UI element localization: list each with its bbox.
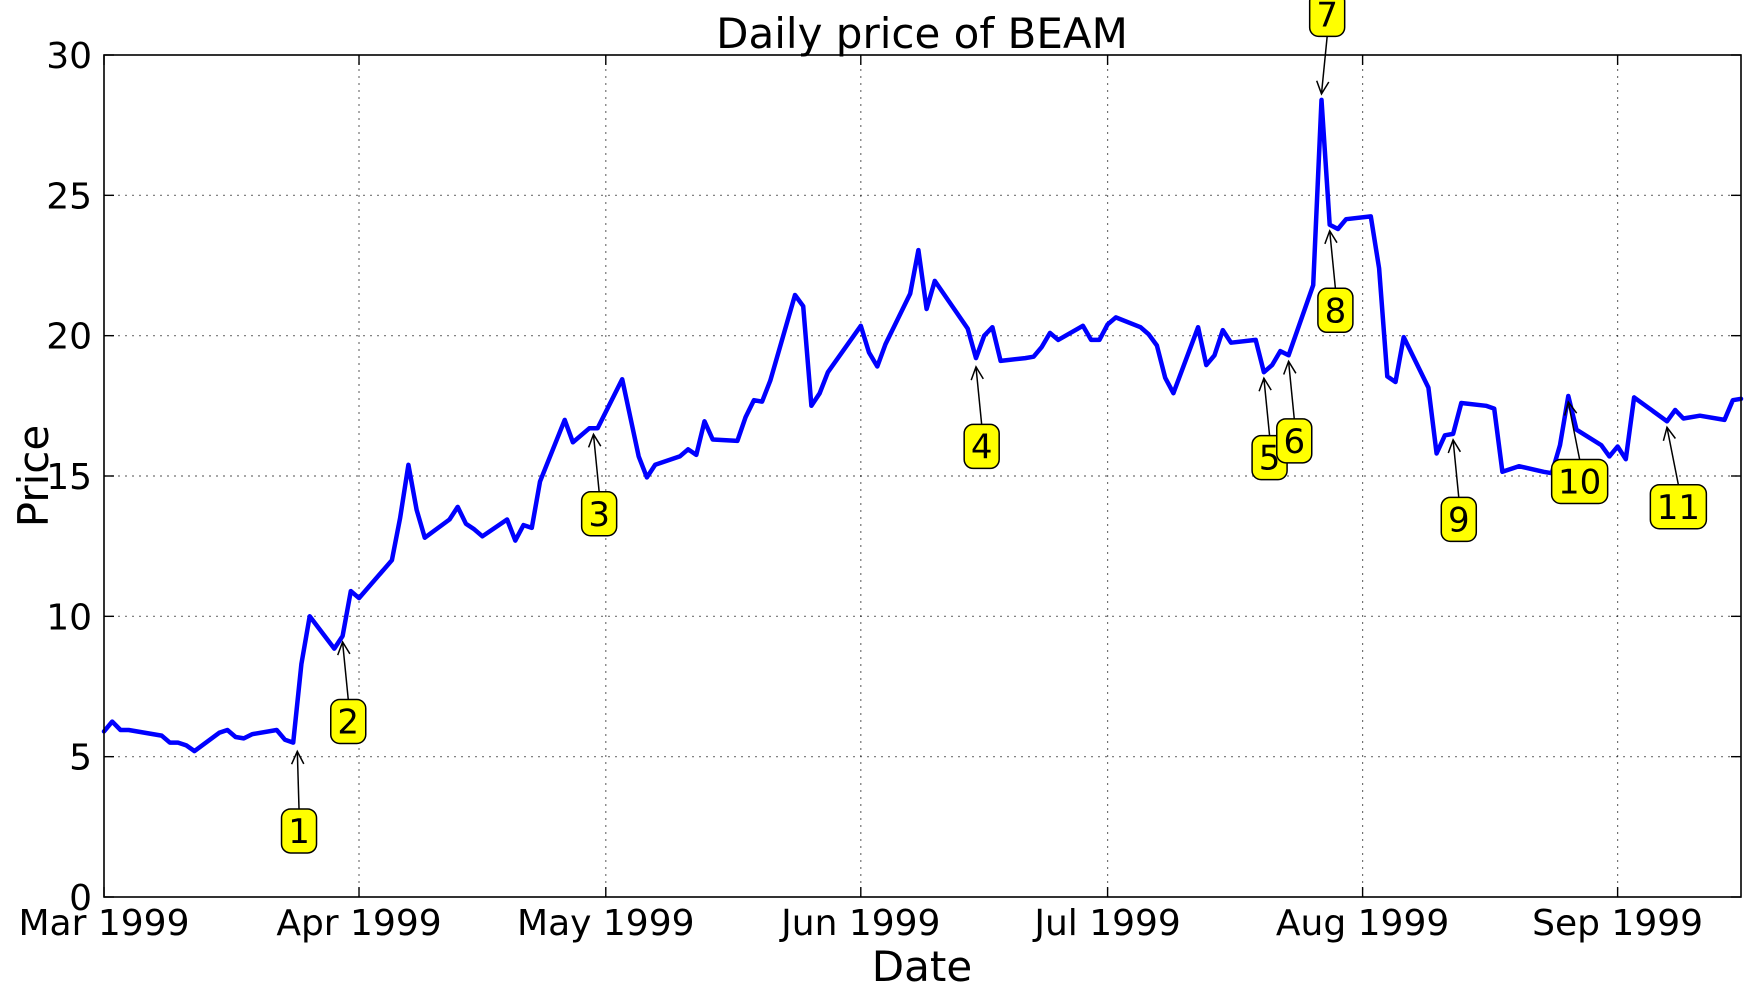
- annotation-arrow: [1287, 361, 1296, 419]
- y-tick-label: 0: [69, 878, 92, 919]
- annotation-label: 8: [1325, 291, 1347, 331]
- x-tick-label: Apr 1999: [276, 903, 441, 944]
- x-tick-label: May 1999: [517, 903, 695, 944]
- annotation-label: 1: [288, 812, 310, 852]
- annotation-label: 9: [1448, 500, 1470, 540]
- y-axis-title: Price: [9, 425, 58, 527]
- y-tick-label: 30: [46, 36, 92, 77]
- annotation-box: [1649, 484, 1708, 530]
- annotation-arrowhead: [336, 640, 351, 656]
- x-tick-label: Sep 1999: [1532, 903, 1703, 944]
- annotation-box: [330, 698, 367, 745]
- annotation-arrowhead: [1563, 400, 1578, 416]
- annotation-label: 2: [337, 702, 359, 742]
- annotation-box: [1440, 496, 1478, 543]
- annotation-arrow: [341, 641, 350, 700]
- annotation-arrowhead: [1662, 425, 1676, 441]
- annotation-arrowhead: [1324, 229, 1338, 245]
- y-tick-label: 5: [69, 738, 92, 779]
- annotation-box: [580, 491, 618, 537]
- grid-lines: [104, 55, 1741, 897]
- annotation-arrowhead: [290, 749, 305, 765]
- annotation-arrow: [1452, 439, 1460, 498]
- annotation-label: 6: [1283, 422, 1305, 462]
- annotation-box: [1308, 0, 1346, 38]
- annotation-arrow: [1328, 230, 1337, 289]
- annotation-label: 5: [1259, 439, 1281, 479]
- x-axis-title: Date: [872, 942, 972, 991]
- annotation-box: [1317, 287, 1354, 334]
- annotation-arrow: [296, 751, 300, 809]
- annotations: 1 2 3 4 5 6 7 8 9 10 11: [280, 0, 1708, 854]
- annotation-box: [280, 808, 318, 854]
- annotation-arrow: [975, 366, 983, 425]
- price-line: [101, 97, 1744, 754]
- y-tick-label: 15: [46, 457, 92, 498]
- annotation-box: [1276, 418, 1313, 464]
- x-tick-label: Jun 1999: [779, 903, 940, 944]
- annotation-arrowhead: [1447, 438, 1462, 454]
- annotation-arrow: [1320, 36, 1328, 94]
- y-tick-label: 25: [46, 176, 92, 217]
- annotation-arrowhead: [1282, 359, 1297, 375]
- annotation-label: 11: [1657, 488, 1700, 528]
- annotation-arrowhead: [1258, 376, 1272, 392]
- annotation-box: [1550, 458, 1609, 505]
- annotation-arrow: [592, 434, 600, 492]
- annotation-label: 7: [1316, 0, 1338, 35]
- annotation-label: 3: [588, 495, 610, 535]
- x-tick-label: Mar 1999: [19, 903, 190, 944]
- annotation-label: 10: [1558, 463, 1601, 503]
- annotation-arrowhead: [1315, 80, 1330, 96]
- price-series: [101, 97, 1744, 754]
- annotation-arrow: [1263, 378, 1271, 436]
- y-tick-label: 20: [46, 317, 92, 358]
- x-tick-label: Aug 1999: [1276, 903, 1449, 944]
- annotation-arrowhead: [587, 432, 602, 448]
- annotation-box: [963, 423, 1000, 470]
- chart-title: Daily price of BEAM: [716, 9, 1128, 58]
- y-tick-label: 10: [46, 597, 92, 638]
- annotation-arrowhead: [970, 365, 984, 381]
- annotation-label: 4: [971, 427, 993, 467]
- x-tick-label: Jul 1999: [1032, 903, 1181, 944]
- annotation-arrow: [1567, 401, 1581, 460]
- annotation-arrow: [1666, 427, 1680, 485]
